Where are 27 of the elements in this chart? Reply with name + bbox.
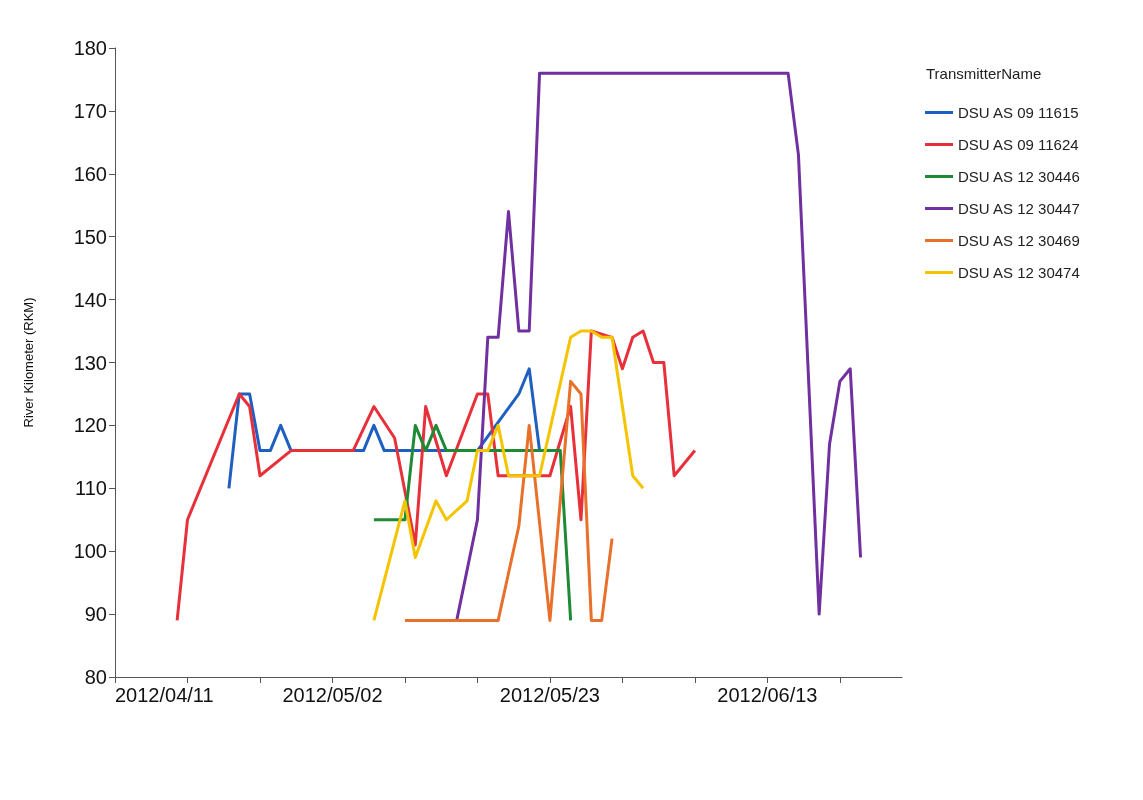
- line-series: [455, 71, 863, 622]
- legend-label: DSU AS 09 11615: [958, 104, 1079, 121]
- y-axis-title: River Kilometer (RKM): [21, 297, 36, 428]
- y-tick-label: 100: [73, 540, 107, 563]
- y-tick-label: 160: [73, 162, 107, 185]
- y-tick-label: 140: [73, 288, 107, 311]
- y-tick-label: 120: [73, 414, 107, 437]
- y-tick-label: 110: [75, 477, 107, 500]
- legend-label: DSU AS 12 30469: [958, 232, 1080, 249]
- legend-label: DSU AS 12 30447: [958, 200, 1080, 217]
- line-series: [175, 329, 697, 622]
- y-tick-label: 150: [73, 225, 107, 248]
- legend-title: TransmitterName: [926, 65, 1042, 82]
- x-tick-label: 2012/05/23: [499, 684, 600, 706]
- x-tick-label: 2012/06/13: [717, 684, 818, 706]
- x-tick-label: 2012/05/02: [282, 684, 383, 706]
- line-series: [372, 329, 645, 622]
- y-tick-label: 130: [73, 351, 107, 374]
- y-tick-label: 170: [73, 99, 107, 122]
- legend-label: DSU AS 12 30446: [958, 168, 1080, 185]
- legend-label: DSU AS 09 11624: [958, 136, 1079, 153]
- y-tick-label: 80: [84, 666, 107, 688]
- x-tick-label: 2012/04/11: [115, 684, 214, 706]
- y-tick-label: 90: [84, 603, 107, 626]
- legend-label: DSU AS 12 30474: [958, 264, 1080, 281]
- y-tick-label: 180: [73, 37, 107, 59]
- line-series: [403, 379, 614, 622]
